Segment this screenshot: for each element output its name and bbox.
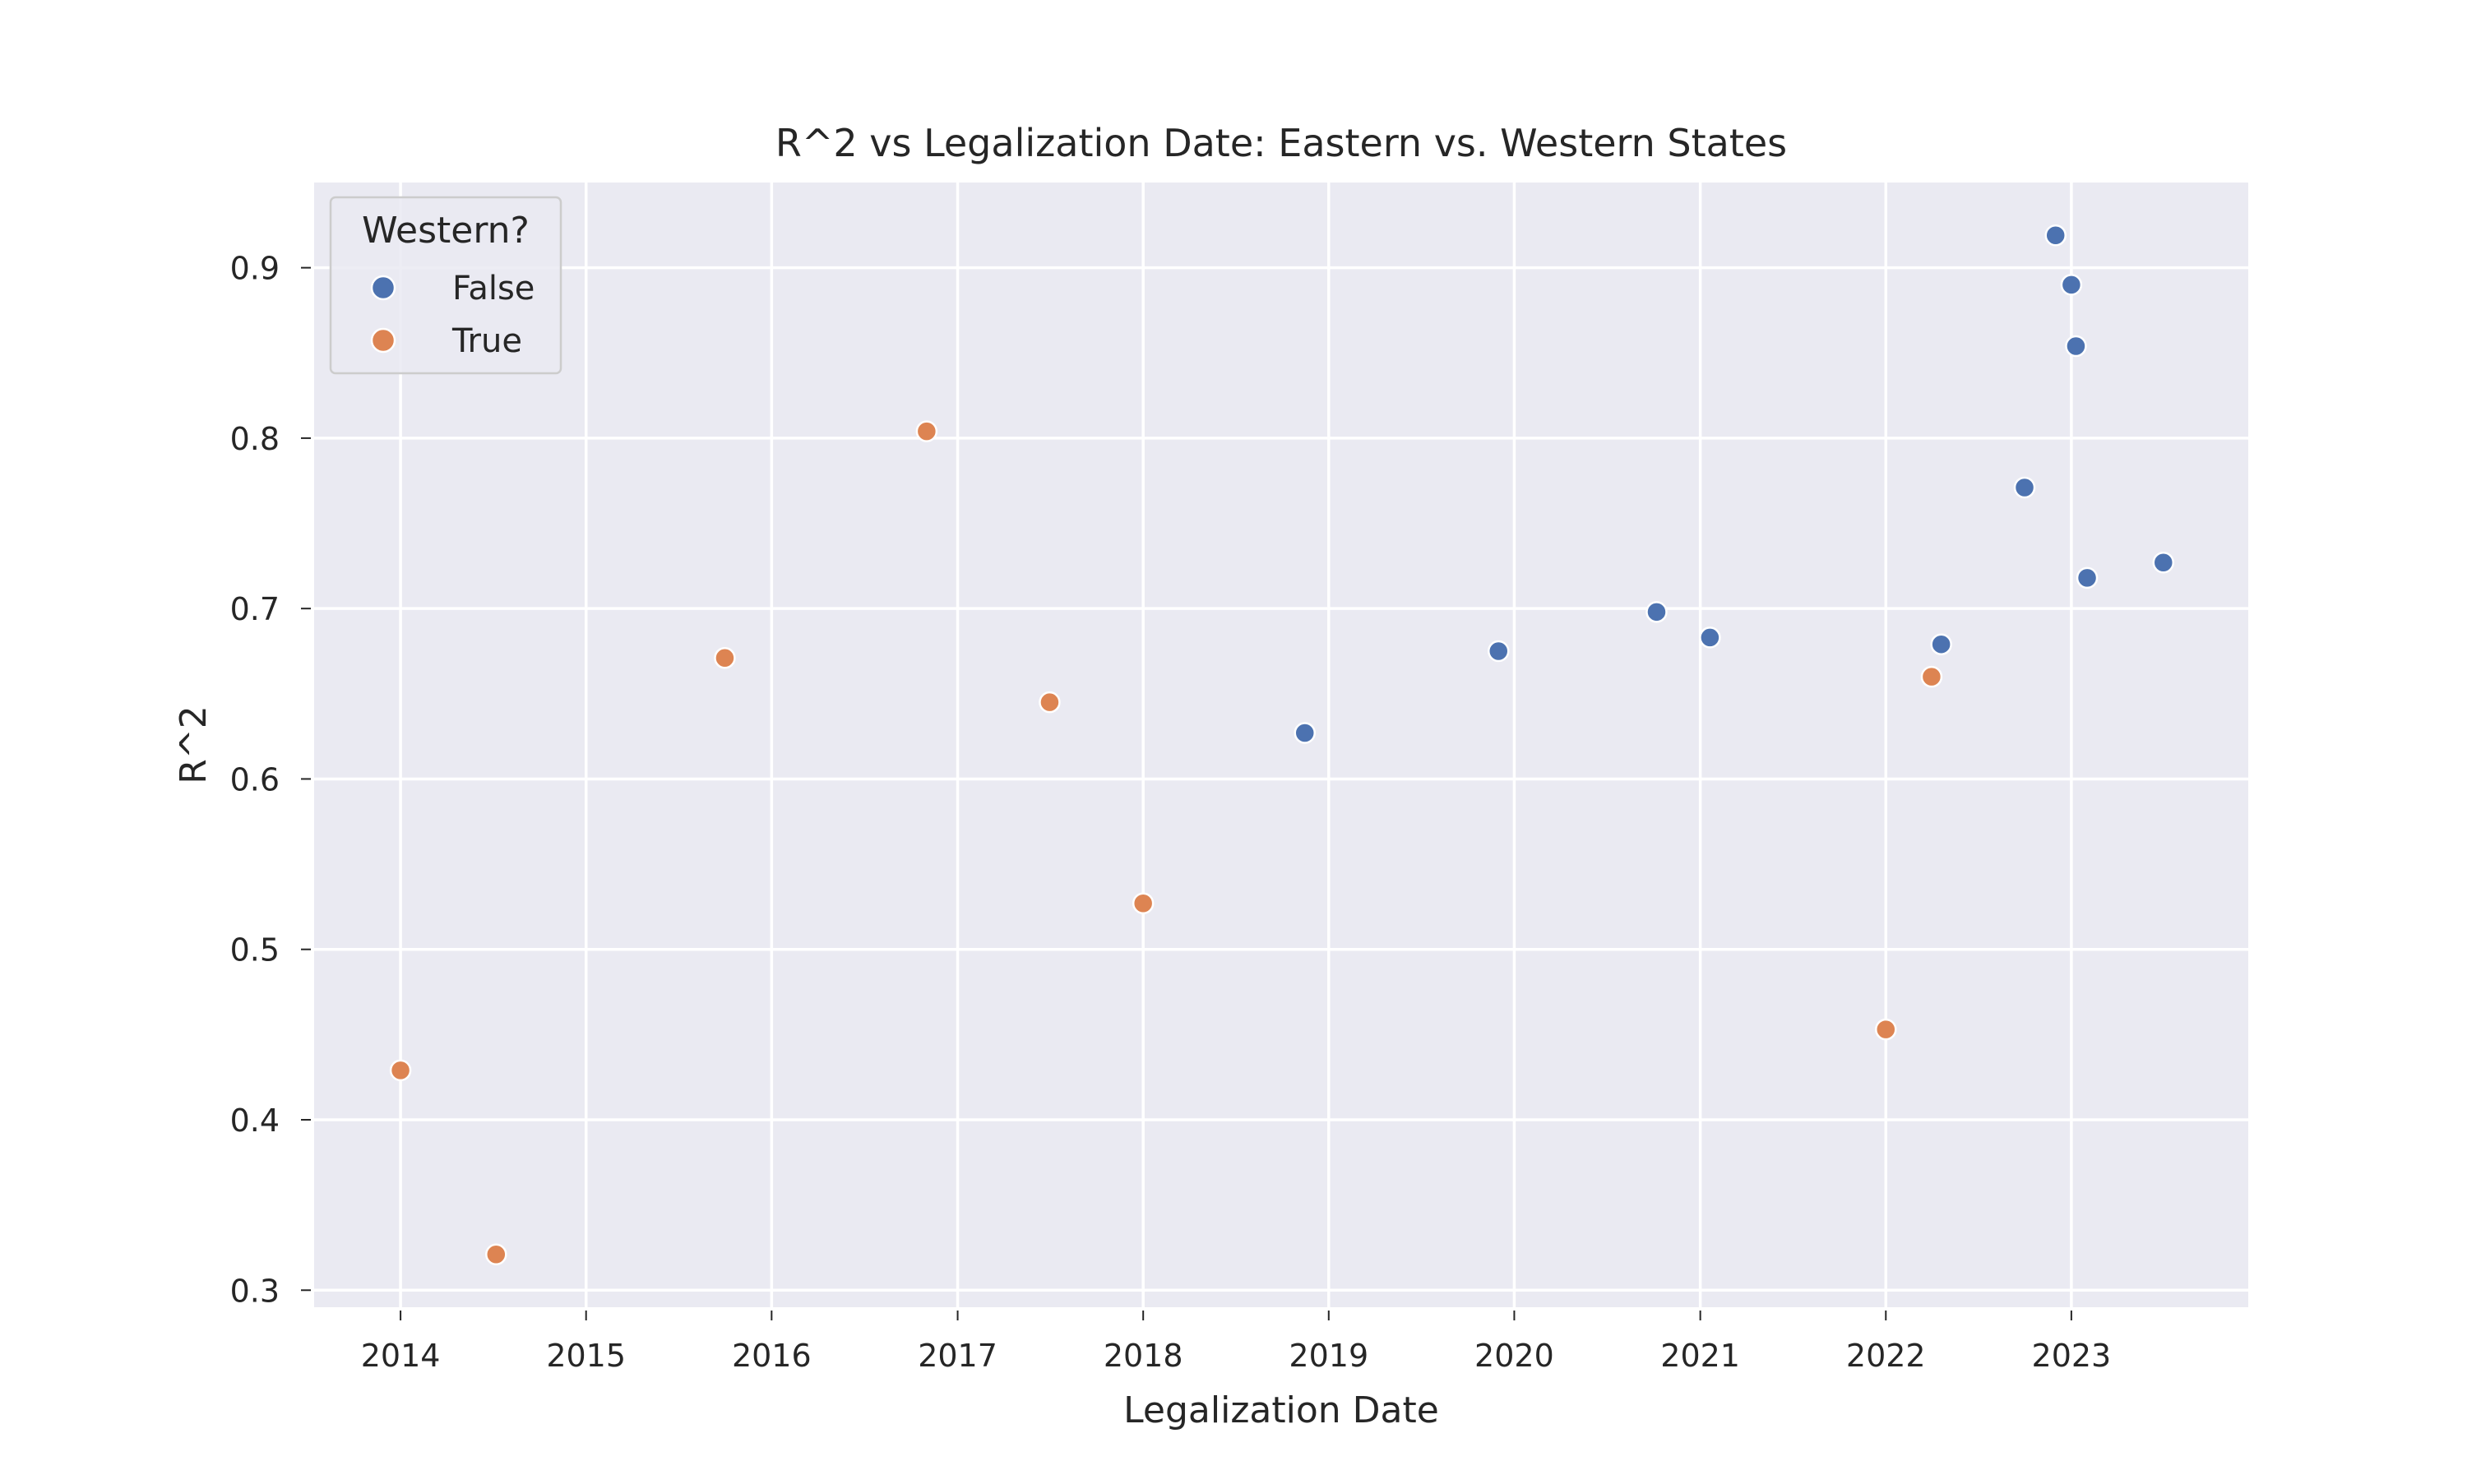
x-axis-label: Legalization Date — [1123, 1389, 1439, 1431]
point-true-2 — [714, 647, 736, 669]
point-false-10 — [2152, 551, 2175, 574]
data-points — [389, 224, 2175, 1265]
y-tick-label-0-3: 0.3 — [230, 1273, 280, 1309]
legend-marker-false — [370, 275, 396, 301]
legend-label-false: False — [452, 270, 535, 307]
y-tick-label-0-5: 0.5 — [230, 932, 280, 969]
point-false-7 — [2060, 274, 2083, 296]
y-tick-label-0-4: 0.4 — [230, 1103, 280, 1139]
point-true-0 — [389, 1059, 412, 1082]
point-false-0 — [1294, 722, 1316, 744]
point-false-5 — [2013, 476, 2036, 499]
point-true-5 — [1132, 892, 1155, 915]
x-tick-label-2018: 2018 — [1104, 1338, 1183, 1374]
y-tick-label-0-9: 0.9 — [230, 251, 280, 287]
legend-title: Western? — [362, 210, 530, 252]
point-false-9 — [2076, 566, 2099, 589]
point-true-6 — [1875, 1018, 1897, 1041]
legend-label-true: True — [451, 322, 522, 360]
x-tick-label-2022: 2022 — [1846, 1338, 1926, 1374]
y-tick-label-0-7: 0.7 — [230, 591, 280, 627]
x-tick-label-2021: 2021 — [1660, 1338, 1740, 1374]
chart-title: R^2 vs Legalization Date: Eastern vs. We… — [775, 121, 1787, 165]
axis-ticks: 2014 2015 2016 2017 2018 2019 2020 2021 2022 2023… — [230, 251, 2112, 1374]
point-true-1 — [485, 1243, 507, 1265]
x-tick-label-2019: 2019 — [1289, 1338, 1368, 1374]
point-true-4 — [1039, 691, 1061, 714]
point-false-2 — [1645, 601, 1668, 623]
plot-background — [314, 183, 2248, 1307]
point-true-3 — [915, 420, 938, 442]
x-tick-label-2015: 2015 — [546, 1338, 626, 1374]
point-false-8 — [2065, 335, 2087, 358]
y-tick-label-0-6: 0.6 — [230, 761, 280, 797]
point-false-4 — [1930, 633, 1952, 655]
legend-marker-true — [370, 327, 396, 354]
x-tick-label-2023: 2023 — [2032, 1338, 2112, 1374]
legend: Western? False True — [329, 196, 562, 375]
point-false-6 — [2044, 224, 2067, 247]
grid-lines — [314, 183, 2248, 1307]
x-tick-label-2016: 2016 — [732, 1338, 812, 1374]
point-true-7 — [1920, 665, 1943, 688]
x-tick-label-2020: 2020 — [1474, 1338, 1554, 1374]
y-axis-label: R^2 — [173, 705, 215, 784]
point-false-3 — [1699, 626, 1721, 649]
x-tick-label-2014: 2014 — [361, 1338, 441, 1374]
x-tick-label-2017: 2017 — [918, 1338, 997, 1374]
point-false-1 — [1488, 640, 1510, 663]
y-tick-label-0-8: 0.8 — [230, 421, 280, 457]
